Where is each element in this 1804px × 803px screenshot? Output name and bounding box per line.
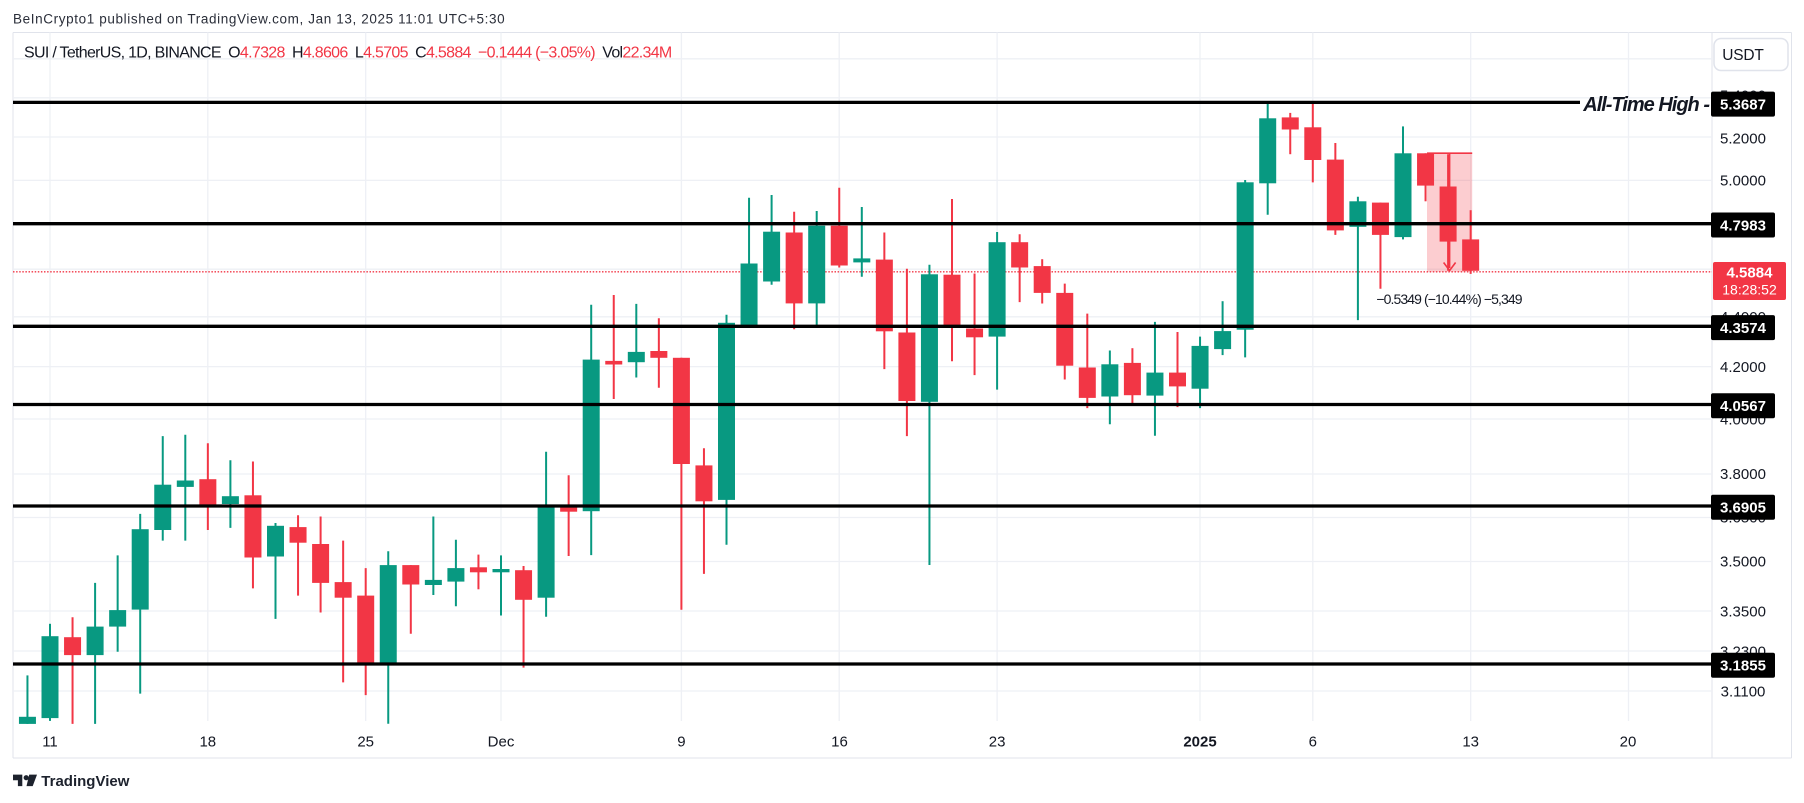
svg-text:3.8000: 3.8000 — [1720, 466, 1766, 483]
svg-text:4.3574: 4.3574 — [1720, 320, 1767, 337]
svg-text:BeInCrypto1 published on Tradi: BeInCrypto1 published on TradingView.com… — [13, 12, 505, 27]
svg-text:18: 18 — [199, 734, 216, 751]
svg-text:4.0567: 4.0567 — [1720, 398, 1766, 415]
svg-text:23: 23 — [989, 734, 1006, 751]
svg-text:11: 11 — [42, 734, 58, 751]
svg-text:4.7983: 4.7983 — [1720, 217, 1766, 234]
svg-text:3.1855: 3.1855 — [1720, 658, 1766, 675]
svg-text:TradingView: TradingView — [41, 773, 129, 790]
svg-text:−0.5349 (−10.44%) −5,349: −0.5349 (−10.44%) −5,349 — [1376, 291, 1522, 307]
svg-text:18:28:52: 18:28:52 — [1722, 282, 1777, 298]
svg-text:3.5000: 3.5000 — [1720, 554, 1766, 571]
svg-text:3.3500: 3.3500 — [1720, 603, 1766, 620]
svg-text:3.6905: 3.6905 — [1720, 500, 1766, 517]
svg-text:All-Time High -: All-Time High - — [1582, 94, 1710, 116]
svg-text:20: 20 — [1620, 734, 1637, 751]
svg-text:6: 6 — [1309, 734, 1317, 751]
svg-text:2025: 2025 — [1183, 734, 1216, 751]
svg-text:SUI / TetherUS, 1D, BINANCE O4: SUI / TetherUS, 1D, BINANCE O4.7328 H4.8… — [24, 45, 672, 62]
svg-text:9: 9 — [677, 734, 685, 751]
svg-text:5.0000: 5.0000 — [1720, 173, 1766, 190]
svg-text:5.2000: 5.2000 — [1720, 130, 1766, 147]
svg-text:5.3687: 5.3687 — [1720, 96, 1766, 113]
svg-text:13: 13 — [1462, 734, 1479, 751]
svg-text:25: 25 — [357, 734, 374, 751]
svg-text:3.1100: 3.1100 — [1721, 683, 1766, 700]
svg-text:4.2000: 4.2000 — [1720, 359, 1766, 376]
svg-text:Dec: Dec — [488, 734, 515, 751]
svg-text:USDT: USDT — [1722, 47, 1764, 64]
svg-text:4.5884: 4.5884 — [1727, 265, 1774, 282]
svg-text:16: 16 — [831, 734, 848, 751]
